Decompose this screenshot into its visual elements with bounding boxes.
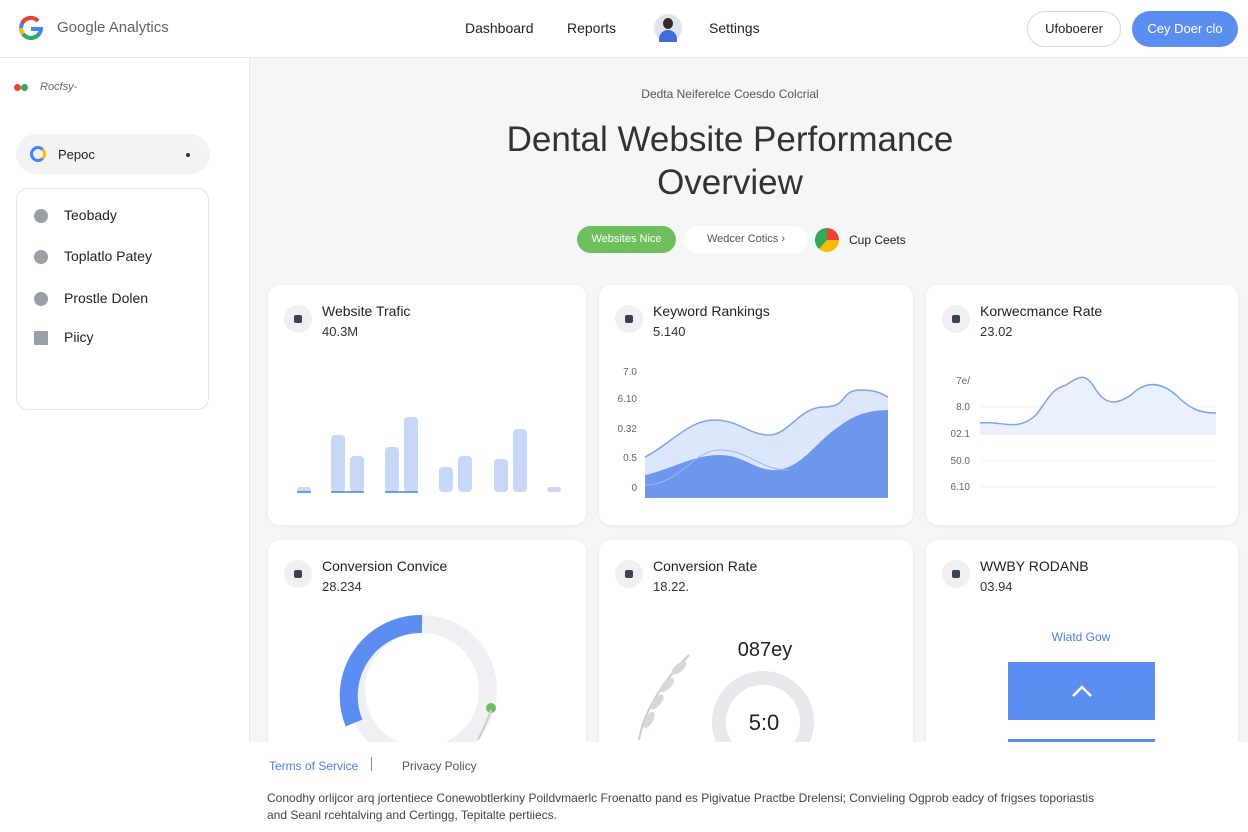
nav-link[interactable]: Reports [567, 20, 617, 36]
axis-label: 6.10 [618, 394, 638, 405]
dot [186, 153, 190, 157]
nav-link[interactable]: Settings [709, 20, 760, 36]
axis-label: 7e/ [956, 376, 970, 387]
dot [14, 84, 21, 91]
legend-text: Cup Ceets [849, 233, 906, 247]
pie-icon [814, 227, 840, 253]
logo-text: Google Analytics [57, 19, 169, 36]
gauge: 087ey 5:0 [638, 639, 814, 773]
card-value: 28.234 [322, 579, 362, 594]
search-text: Pepoc [58, 147, 95, 162]
footer: Terms of Service Privacy Policy Conodhy … [250, 742, 1248, 832]
gauge-label: 087ey [738, 639, 793, 661]
search-icon [30, 146, 46, 162]
axis-label: 6.10 [951, 482, 971, 493]
menu-icon [34, 331, 48, 345]
axis-label: 0.5 [623, 453, 637, 464]
pill[interactable]: Wedcer Cotics › [684, 226, 808, 253]
card-icon [284, 560, 312, 588]
card-title: Conversion Rate [653, 558, 758, 574]
pill[interactable]: Websites Nice [577, 226, 676, 253]
sidebar: Rocfsy- Pepoc Teobady Toplatlo Patey Pro… [0, 58, 250, 742]
footer-text: Conodhy orlijcor arq jortentiece Conewob… [267, 791, 1095, 822]
card-icon [615, 305, 643, 333]
axis-label: 8.0 [956, 402, 970, 413]
menu-icon [34, 250, 48, 264]
card-caption: Wiatd Gow [1051, 630, 1111, 644]
button[interactable]: Ufoboerer [1027, 11, 1121, 47]
action-block[interactable] [1008, 662, 1155, 720]
axis-label: 7.0 [623, 367, 637, 378]
area-chart: 7.0 6.10 0.32 0.5 0 [618, 367, 889, 498]
menu: Teobady Toplatlo Patey Prostle Dolen Pii… [16, 188, 209, 410]
menu-icon [34, 209, 48, 223]
axis-label: 50.0 [951, 456, 971, 467]
line-chart: 7e/ 8.0 02.1 50.0 6.10 [951, 376, 1217, 493]
card: Website Trafic 40.3M [268, 285, 586, 525]
menu-text: Prostle Dolen [64, 290, 149, 306]
card-value: 5.140 [653, 324, 686, 339]
menu-icon [34, 292, 48, 306]
card-value: 18.22. [653, 579, 690, 594]
axis-label: 0.32 [618, 424, 638, 435]
avatar-head [663, 18, 673, 29]
divider [371, 757, 372, 771]
footer-link[interactable]: Privacy Policy [402, 759, 477, 773]
kicker: Dedta Neiferelce Coesdo Colcrial [641, 87, 819, 101]
avatar[interactable] [654, 14, 682, 42]
sidebar-label: Rocfsy- [40, 81, 78, 93]
axis-label: 02.1 [951, 429, 971, 440]
page-title: Dental Website Performance Overview [506, 120, 954, 202]
axis-label: 0 [631, 483, 637, 494]
card-icon [615, 560, 643, 588]
card-icon [942, 560, 970, 588]
bar-chart [297, 417, 561, 493]
card-icon [942, 305, 970, 333]
search[interactable]: Pepoc [16, 134, 210, 174]
card-title: Keyword Rankings [653, 303, 770, 319]
menu-text: Piicy [64, 329, 94, 345]
card-value: 40.3M [322, 324, 359, 339]
card-title: Conversion Convice [322, 558, 448, 574]
dot [21, 84, 28, 91]
card-title: Korwecmance Rate [980, 303, 1103, 319]
card: Keyword Rankings 5.140 7.0 6.10 0.32 0.5… [599, 285, 913, 525]
card: Korwecmance Rate 23.02 7e/ 8.0 02.1 50.0… [926, 285, 1238, 525]
logo-icon [19, 15, 44, 40]
menu-text: Teobady [64, 207, 117, 223]
button[interactable]: Cey Doer clo [1132, 11, 1238, 47]
footer-left [0, 742, 250, 832]
card-title: WWBY RODANB [980, 558, 1089, 574]
avatar-body [659, 30, 677, 42]
arrow-icon [1072, 685, 1092, 697]
card-title: Website Trafic [322, 303, 411, 319]
gauge-value: 5:0 [749, 710, 780, 735]
card-value: 03.94 [980, 579, 1013, 594]
nav-link[interactable]: Dashboard [465, 20, 534, 36]
footer-link[interactable]: Terms of Service [269, 759, 359, 773]
menu-text: Toplatlo Patey [64, 248, 152, 264]
header: Google Analytics Dashboard Reports Setti… [0, 0, 1248, 58]
card-icon [284, 305, 312, 333]
card-value: 23.02 [980, 324, 1013, 339]
